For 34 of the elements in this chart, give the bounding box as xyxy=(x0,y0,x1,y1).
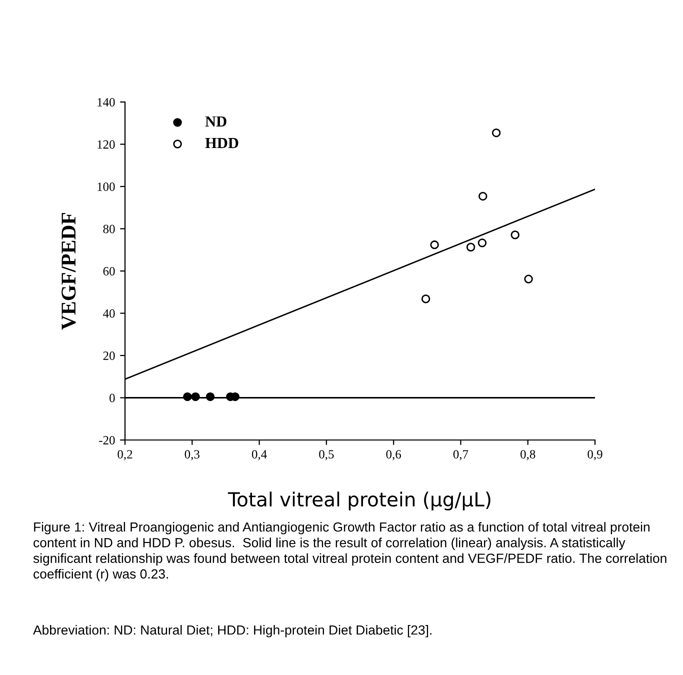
point xyxy=(492,128,501,138)
y-tick-label: -20 xyxy=(99,436,115,444)
y-tick-label: 20 xyxy=(103,352,115,360)
x-tick-label: 0,5 xyxy=(319,450,334,460)
x-tick-label: 0,3 xyxy=(184,450,200,460)
point xyxy=(191,392,200,402)
x-tick-label: 0,9 xyxy=(588,450,602,460)
x-tick-label: 0,4 xyxy=(252,450,267,460)
x-tick-label: 0,7 xyxy=(453,450,468,460)
y-tick-label: 80 xyxy=(103,224,115,234)
y-tick-label: 0 xyxy=(110,394,115,402)
x-axis-title: Total vitreal protein (µg/µL) xyxy=(228,492,490,510)
y-tick-label: 120 xyxy=(98,140,115,149)
legend-label: HDD xyxy=(205,138,238,148)
point xyxy=(466,242,476,252)
y-tick-label: 40 xyxy=(103,309,115,318)
legend-label: ND xyxy=(205,116,226,126)
point xyxy=(206,392,215,402)
y-axis-title: VEGF/PEDF xyxy=(62,212,76,330)
point xyxy=(524,274,533,284)
point xyxy=(430,240,439,250)
point xyxy=(510,230,520,240)
point xyxy=(183,392,192,402)
y-tick-label: 60 xyxy=(103,267,115,276)
caption: Figure 1: Vitreal Proangiogenic and Antiangiogenic Growth Factor ratio as a function of total vitreal protein content in ND and HDD P. obesus. Solid line is the result of correlation (linear) analysis. A statistically significant relationship was found between total vitreal protein content and VEGF/PEDF ratio. The correlation coefficient (r) was 0.23. xyxy=(33,522,666,582)
x-tick-label: 0,2 xyxy=(118,450,132,460)
point xyxy=(478,192,488,201)
text: Abbreviation: ND: Natural Diet; HDD: High-protein Diet Diabetic [23]. xyxy=(33,625,432,638)
point xyxy=(478,238,487,248)
y-tick-label: 140 xyxy=(98,98,115,106)
x-tick-label: 0,8 xyxy=(520,450,536,460)
y-tick-label: 100 xyxy=(98,182,115,191)
x-tick-label: 0,6 xyxy=(386,450,402,460)
point xyxy=(421,294,430,304)
